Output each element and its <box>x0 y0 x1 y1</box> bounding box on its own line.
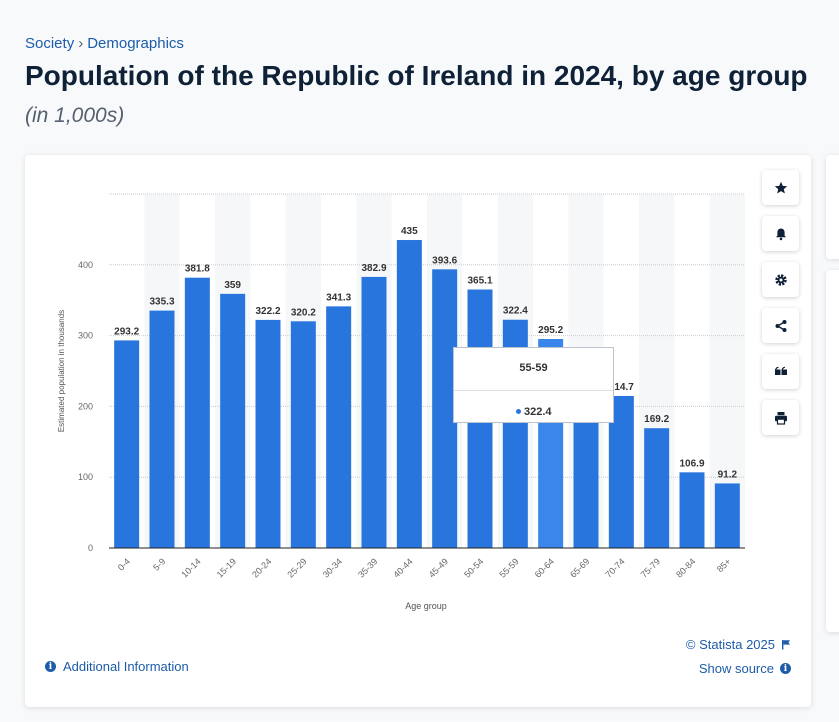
x-tick-label: 55-59 <box>497 556 520 579</box>
data-label: 293.2 <box>114 326 139 337</box>
data-label: 359 <box>224 280 241 291</box>
breadcrumb-demographics[interactable]: Demographics <box>87 35 184 52</box>
print-icon <box>774 411 787 425</box>
breadcrumb-separator: › <box>78 35 84 52</box>
data-label: 106.9 <box>679 458 704 469</box>
show-source-label: Show source <box>698 661 774 676</box>
x-tick-label: 20-24 <box>250 556 273 579</box>
x-tick-label: 65-69 <box>568 556 591 579</box>
copyright-label: © Statista 2025 <box>685 637 775 652</box>
tooltip-series-dot <box>516 409 521 414</box>
data-label: 91.2 <box>718 469 738 480</box>
data-label: 335.3 <box>149 297 174 308</box>
info-icon: i <box>780 663 791 674</box>
y-tick-label: 300 <box>78 331 93 341</box>
info-icon: i <box>45 661 56 672</box>
bar <box>679 472 705 548</box>
bar <box>361 276 387 548</box>
copyright[interactable]: © Statista 2025 <box>686 637 791 652</box>
chart-toolbar <box>762 170 799 446</box>
bell-icon <box>775 228 786 240</box>
print-button[interactable] <box>762 400 799 435</box>
additional-information-label: Additional Information <box>63 659 189 674</box>
gear-icon <box>774 273 787 286</box>
data-label: 365.1 <box>467 276 492 287</box>
data-label: 435 <box>401 226 418 237</box>
data-label: 381.8 <box>185 264 210 275</box>
x-tick-label: 0-4 <box>116 556 132 572</box>
x-tick-label: 10-14 <box>179 556 202 579</box>
y-tick-label: 0 <box>88 543 93 553</box>
side-panel-top <box>826 155 839 259</box>
additional-information-link[interactable]: i Additional Information <box>45 659 189 674</box>
x-tick-label: 70-74 <box>603 556 626 579</box>
y-tick-label: 100 <box>78 472 93 482</box>
y-tick-label: 400 <box>78 260 93 270</box>
data-label: 214.7 <box>609 382 634 393</box>
flag-icon <box>782 640 790 650</box>
x-axis-title: Age group <box>405 601 447 611</box>
share-icon <box>775 319 786 332</box>
cite-button[interactable] <box>762 354 799 389</box>
breadcrumb-society[interactable]: Society <box>25 35 75 52</box>
bar <box>396 240 422 548</box>
x-tick-label: 75-79 <box>639 556 662 579</box>
bar <box>432 269 458 548</box>
side-panel-bottom <box>826 270 839 632</box>
favorite-button[interactable] <box>762 170 799 205</box>
bar <box>326 306 352 548</box>
bar <box>220 293 246 548</box>
breadcrumb: Society › Demographics <box>25 35 184 52</box>
x-tick-label: 30-34 <box>321 556 344 579</box>
data-label: 393.6 <box>432 255 457 266</box>
x-tick-label: 85+ <box>715 556 733 574</box>
bar <box>255 319 281 548</box>
bar <box>644 428 670 548</box>
x-tick-label: 5-9 <box>151 556 167 572</box>
x-tick-label: 50-54 <box>462 556 485 579</box>
bar <box>184 277 210 548</box>
notification-button[interactable] <box>762 216 799 251</box>
quote-icon <box>774 366 787 375</box>
x-tick-label: 40-44 <box>391 556 414 579</box>
page-title: Population of the Republic of Ireland in… <box>25 60 808 91</box>
x-tick-label: 15-19 <box>215 556 238 579</box>
data-label: 295.2 <box>538 325 563 336</box>
y-tick-label: 200 <box>78 401 93 411</box>
tooltip-category: 55-59 <box>519 362 548 374</box>
star-icon <box>774 181 787 193</box>
tooltip-value: 322.4 <box>524 406 552 418</box>
chart-tooltip: 55-59 322.4 <box>453 347 614 423</box>
data-label: 322.2 <box>255 306 280 317</box>
data-label: 322.4 <box>503 306 528 317</box>
bar <box>114 340 140 548</box>
data-label: 341.3 <box>326 292 351 303</box>
y-axis-title: Estimated population in thousands <box>57 310 66 432</box>
share-button[interactable] <box>762 308 799 343</box>
show-source-link[interactable]: Show source i <box>699 661 791 676</box>
data-label: 320.2 <box>291 307 316 318</box>
tooltip-divider <box>454 390 613 391</box>
page-subtitle: (in 1,000s) <box>25 104 125 127</box>
bar <box>149 310 175 548</box>
x-tick-label: 25-29 <box>285 556 308 579</box>
bar <box>290 321 316 548</box>
data-label: 382.9 <box>361 263 386 274</box>
x-tick-label: 45-49 <box>427 556 450 579</box>
x-tick-label: 60-64 <box>533 556 556 579</box>
data-label: 169.2 <box>644 414 669 425</box>
x-tick-label: 35-39 <box>356 556 379 579</box>
x-tick-label: 80-84 <box>674 556 697 579</box>
settings-button[interactable] <box>762 262 799 297</box>
bar <box>714 483 740 548</box>
